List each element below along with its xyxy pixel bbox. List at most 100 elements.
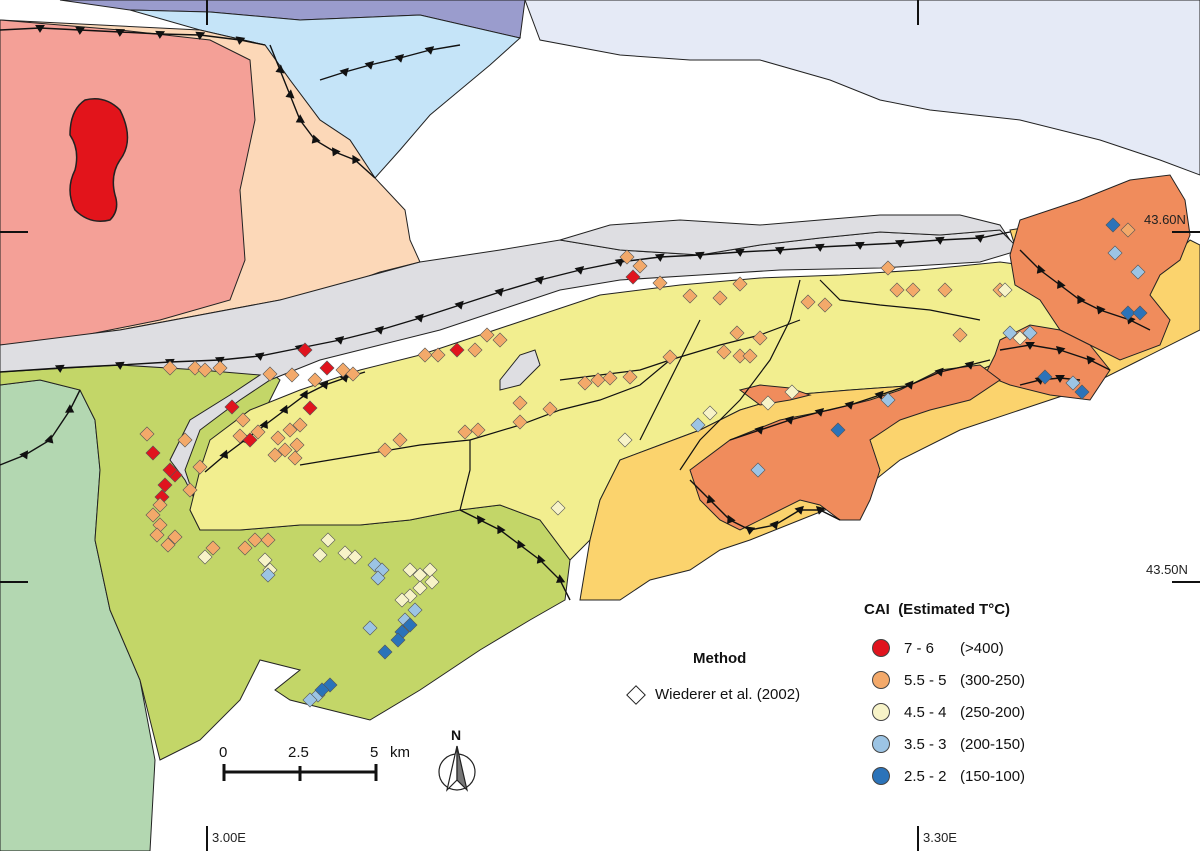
sample-point <box>1107 245 1123 261</box>
sample-point <box>424 574 440 590</box>
sample-point <box>392 432 408 448</box>
fault-line <box>819 279 981 321</box>
sample-point <box>712 290 728 306</box>
pale-blue-unit <box>524 0 1200 176</box>
sample-point <box>542 401 558 417</box>
sample-point <box>1012 330 1028 346</box>
sample-point <box>800 294 816 310</box>
sample-point <box>152 497 168 513</box>
legend-subtitle: (Estimated T°C) <box>898 601 1011 618</box>
lat-label-top: 43.60N <box>1144 212 1186 227</box>
red-unit <box>0 19 256 346</box>
sample-point <box>212 360 228 376</box>
sample-point <box>314 682 330 698</box>
scale-bar <box>222 764 378 781</box>
sample-point <box>625 269 641 285</box>
method-entry: Wiederer et al. (2002) <box>626 685 801 705</box>
sample-point <box>412 567 428 583</box>
fault-line <box>639 319 701 441</box>
sample-point <box>377 442 393 458</box>
sample-point <box>139 426 155 442</box>
sample-point <box>347 549 363 565</box>
sample-point <box>492 332 508 348</box>
sample-point <box>690 417 706 433</box>
sample-point <box>1105 217 1121 233</box>
sample-point <box>729 325 745 341</box>
sample-point <box>732 348 748 364</box>
thrust-fault <box>269 44 376 179</box>
north-arrow-label: N <box>451 727 462 743</box>
fault-line <box>679 279 801 471</box>
legend-class-row: 7 - 6 (>400) <box>872 639 1172 657</box>
legend-swatch-icon <box>872 639 890 657</box>
north-arrow-icon <box>438 745 476 792</box>
sample-point <box>145 507 161 523</box>
legend-swatch-icon <box>872 703 890 721</box>
sample-point <box>390 632 406 648</box>
sample-point <box>662 349 678 365</box>
sample-point <box>402 562 418 578</box>
scale-label-0: 0 <box>219 744 228 761</box>
sample-point <box>282 422 298 438</box>
thrust-fault <box>999 342 1111 371</box>
sample-point <box>742 348 758 364</box>
sample-point <box>817 297 833 313</box>
thrust-fault <box>319 44 461 81</box>
thrust-fault <box>0 231 1011 373</box>
sample-point <box>590 372 606 388</box>
legend-temp-label: (>400) <box>960 639 1004 657</box>
sample-point <box>407 602 423 618</box>
sample-point <box>682 288 698 304</box>
sample-point <box>145 445 161 461</box>
sample-point <box>292 417 308 433</box>
sample-point <box>422 562 438 578</box>
sample-point <box>394 592 410 608</box>
sample-point <box>307 372 323 388</box>
sample-point <box>412 580 428 596</box>
sample-point <box>830 422 846 438</box>
sample-point <box>345 366 361 382</box>
sample-point <box>149 527 165 543</box>
sample-point <box>402 617 418 633</box>
sample-point <box>1065 375 1081 391</box>
sample-point <box>247 532 263 548</box>
sample-point <box>270 430 286 446</box>
core <box>69 98 129 222</box>
legend-class-row: 4.5 - 4 (250-200) <box>872 703 1172 721</box>
sample-point <box>952 327 968 343</box>
sample-point <box>157 477 173 493</box>
sample-point <box>262 366 278 382</box>
legend-cai-label: 7 - 6 <box>904 639 935 657</box>
sample-point <box>449 342 465 358</box>
thrust-fault <box>1019 249 1151 331</box>
method-title: Method <box>693 650 747 667</box>
sample-point <box>577 375 593 391</box>
sample-point <box>232 428 248 444</box>
sample-point <box>362 620 378 636</box>
legend-temp-label: (250-200) <box>960 703 1026 721</box>
sample-point <box>224 399 240 415</box>
sample-point <box>632 258 648 274</box>
sample-point <box>260 567 276 583</box>
sample-point <box>1002 325 1018 341</box>
sample-point <box>235 412 251 428</box>
method-entry-label: Wiederer et al. (2002) <box>655 686 801 703</box>
thrust-fault <box>459 509 571 601</box>
lon-label-left: 3.00E <box>212 830 246 845</box>
sample-point <box>370 570 386 586</box>
thrust-fault <box>729 359 991 441</box>
sample-point <box>602 370 618 386</box>
thrust-fault <box>689 479 841 535</box>
legend-class-row: 5.5 - 5 (300-250) <box>872 671 1172 689</box>
sample-point <box>732 276 748 292</box>
sample-point <box>430 347 446 363</box>
sample-point <box>470 422 486 438</box>
sample-point <box>260 532 276 548</box>
sample-point <box>205 540 221 556</box>
sample-point <box>162 462 178 478</box>
sample-point <box>716 344 732 360</box>
sample-point <box>457 424 473 440</box>
sample-point <box>652 275 668 291</box>
